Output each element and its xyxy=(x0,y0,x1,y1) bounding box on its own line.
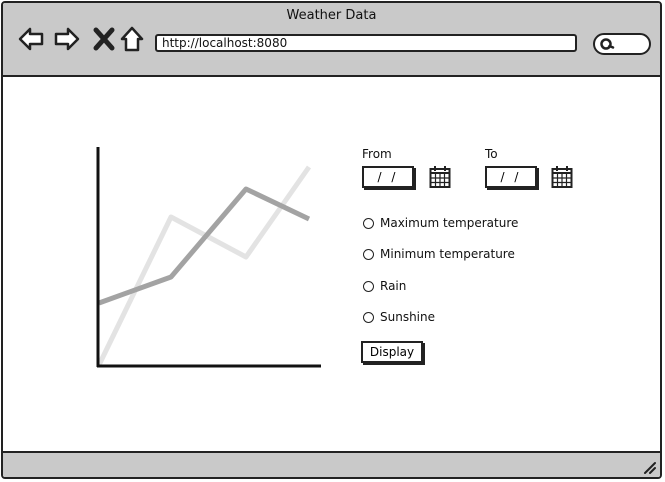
option-label: Sunshine xyxy=(380,310,436,324)
browser-titlebar: Weather Data http://localhost:8080 xyxy=(3,3,660,77)
home-icon[interactable] xyxy=(118,25,146,53)
chart-series-dark xyxy=(98,186,311,306)
chart-series-light xyxy=(96,165,312,367)
option-label: Maximum temperature xyxy=(380,216,519,230)
option-rain[interactable]: Rain xyxy=(363,279,406,293)
forward-arrow-icon[interactable] xyxy=(53,25,81,53)
status-bar xyxy=(3,451,660,477)
option-maximum-temperature[interactable]: Maximum temperature xyxy=(363,216,518,230)
close-x-icon[interactable] xyxy=(90,25,118,53)
radio-button[interactable] xyxy=(363,248,374,260)
option-minimum-temperature[interactable]: Minimum temperature xyxy=(363,247,515,261)
option-label: Minimum temperature xyxy=(380,247,515,261)
from-date-input[interactable]: / / xyxy=(362,166,414,188)
radio-button[interactable] xyxy=(363,217,374,229)
calendar-icon[interactable] xyxy=(551,165,573,189)
search-icon xyxy=(600,38,615,50)
window-title: Weather Data xyxy=(286,8,377,23)
calendar-icon[interactable] xyxy=(429,165,451,189)
weather-line-chart xyxy=(96,147,321,368)
display-button[interactable]: Display xyxy=(361,341,423,363)
url-bar[interactable]: http://localhost:8080 xyxy=(155,34,577,52)
to-label: To xyxy=(485,147,498,161)
from-label: From xyxy=(362,147,392,161)
option-sunshine[interactable]: Sunshine xyxy=(363,310,435,324)
resize-grip-icon[interactable] xyxy=(642,460,656,474)
back-arrow-icon[interactable] xyxy=(17,25,45,53)
radio-button[interactable] xyxy=(363,311,374,323)
option-label: Rain xyxy=(380,279,407,293)
search-field[interactable] xyxy=(593,33,651,55)
radio-button[interactable] xyxy=(363,280,374,292)
to-date-input[interactable]: / / xyxy=(485,166,537,188)
